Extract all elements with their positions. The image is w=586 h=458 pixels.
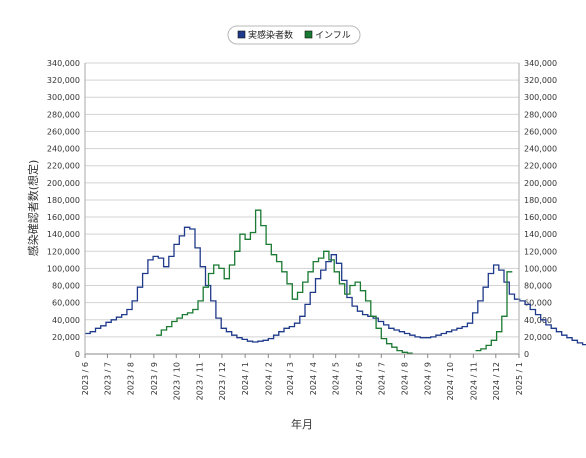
y-tick-label-left: 20,000 xyxy=(52,333,80,342)
x-tick-label: 2024 / 7 xyxy=(377,362,386,395)
y-tick-label-right: 60,000 xyxy=(524,299,552,308)
x-tick-label: 2024 / 10 xyxy=(446,362,455,400)
x-tick-label: 2023 / 10 xyxy=(172,362,181,400)
y-tick-label-left: 40,000 xyxy=(52,316,80,325)
y-tick-label-right: 140,000 xyxy=(524,230,557,239)
x-tick-label: 2024 / 5 xyxy=(332,362,341,395)
series-line-infected xyxy=(85,226,586,346)
y-tick-label-right: 240,000 xyxy=(524,145,557,154)
y-tick-label-right: 20,000 xyxy=(524,333,552,342)
y-tick-label-left: 220,000 xyxy=(47,162,80,171)
y-tick-label-left: 140,000 xyxy=(47,230,80,239)
y-tick-label-left: 320,000 xyxy=(47,76,80,85)
x-tick-label: 2023 / 6 xyxy=(81,362,90,395)
y-tick-label-left: 120,000 xyxy=(47,247,80,256)
y-tick-label-right: 0 xyxy=(524,350,529,359)
legend-swatch-influenza xyxy=(304,30,313,39)
y-tick-label-right: 320,000 xyxy=(524,76,557,85)
legend-swatch-infected xyxy=(237,30,246,39)
x-tick-label: 2024 / 8 xyxy=(401,362,410,395)
y-axis-title: 感染確認者数(想定) xyxy=(26,160,40,257)
y-tick-label-right: 80,000 xyxy=(524,282,552,291)
y-tick-label-left: 300,000 xyxy=(47,93,80,102)
y-tick-label-left: 180,000 xyxy=(47,196,80,205)
x-tick-label: 2024 / 11 xyxy=(469,362,478,400)
x-axis: 2023 / 6 2023 / 7 2023 / 8 2023 / 9 2023 / 1… xyxy=(81,354,524,400)
y-tick-label-left: 100,000 xyxy=(47,264,80,273)
y-tick-label-left: 200,000 xyxy=(47,179,80,188)
series-line-influenza xyxy=(156,209,413,354)
y-tick-label-right: 300,000 xyxy=(524,93,557,102)
series-line-influenza xyxy=(475,271,513,352)
x-tick-label: 2023 / 7 xyxy=(103,362,112,395)
y-axis-right: 0 20,000 40,000 60,000 80,000 100,000 120,000 1… xyxy=(524,59,557,359)
x-tick-label: 2024 / 12 xyxy=(492,362,501,400)
x-tick-label: 2023 / 9 xyxy=(150,362,159,395)
legend-label-influenza: インフル xyxy=(315,31,351,41)
y-tick-label-right: 280,000 xyxy=(524,110,557,119)
x-tick-label: 2024 / 3 xyxy=(286,362,295,395)
y-tick-label-left: 60,000 xyxy=(52,299,80,308)
x-tick-label: 2025 / 1 xyxy=(515,362,524,395)
x-tick-label: 2024 / 2 xyxy=(264,362,273,395)
x-tick-label: 2023 / 12 xyxy=(218,362,227,400)
x-tick-label: 2024 / 4 xyxy=(309,362,318,395)
y-tick-label-left: 0 xyxy=(75,350,80,359)
y-tick-label-right: 40,000 xyxy=(524,316,552,325)
y-tick-label-left: 160,000 xyxy=(47,213,80,222)
x-tick-label: 2024 / 6 xyxy=(355,362,364,395)
x-tick-label: 2024 / 1 xyxy=(241,362,250,395)
series-layer xyxy=(85,209,586,354)
x-tick-label: 2023 / 8 xyxy=(127,362,136,395)
y-tick-label-right: 200,000 xyxy=(524,179,557,188)
y-axis-left: 0 20,000 40,000 60,000 80,000 100,000 120,000 1… xyxy=(47,59,80,359)
y-tick-label-left: 80,000 xyxy=(52,282,80,291)
x-axis-title: 年月 xyxy=(291,417,313,431)
y-tick-label-right: 180,000 xyxy=(524,196,557,205)
y-tick-label-right: 160,000 xyxy=(524,213,557,222)
legend: 実感染者数 インフル xyxy=(227,25,361,45)
y-tick-label-left: 340,000 xyxy=(47,59,80,68)
y-tick-label-right: 100,000 xyxy=(524,264,557,273)
gridlines xyxy=(85,62,519,355)
y-tick-label-left: 240,000 xyxy=(47,145,80,154)
y-tick-label-right: 260,000 xyxy=(524,127,557,136)
y-tick-label-left: 280,000 xyxy=(47,110,80,119)
x-tick-label: 2024 / 9 xyxy=(424,362,433,395)
legend-label-infected: 実感染者数 xyxy=(248,29,293,41)
y-tick-label-right: 340,000 xyxy=(524,59,557,68)
legend-box xyxy=(227,25,361,45)
x-tick-label: 2023 / 11 xyxy=(195,362,204,400)
y-tick-label-left: 260,000 xyxy=(47,127,80,136)
y-tick-label-right: 220,000 xyxy=(524,162,557,171)
y-tick-label-right: 120,000 xyxy=(524,247,557,256)
